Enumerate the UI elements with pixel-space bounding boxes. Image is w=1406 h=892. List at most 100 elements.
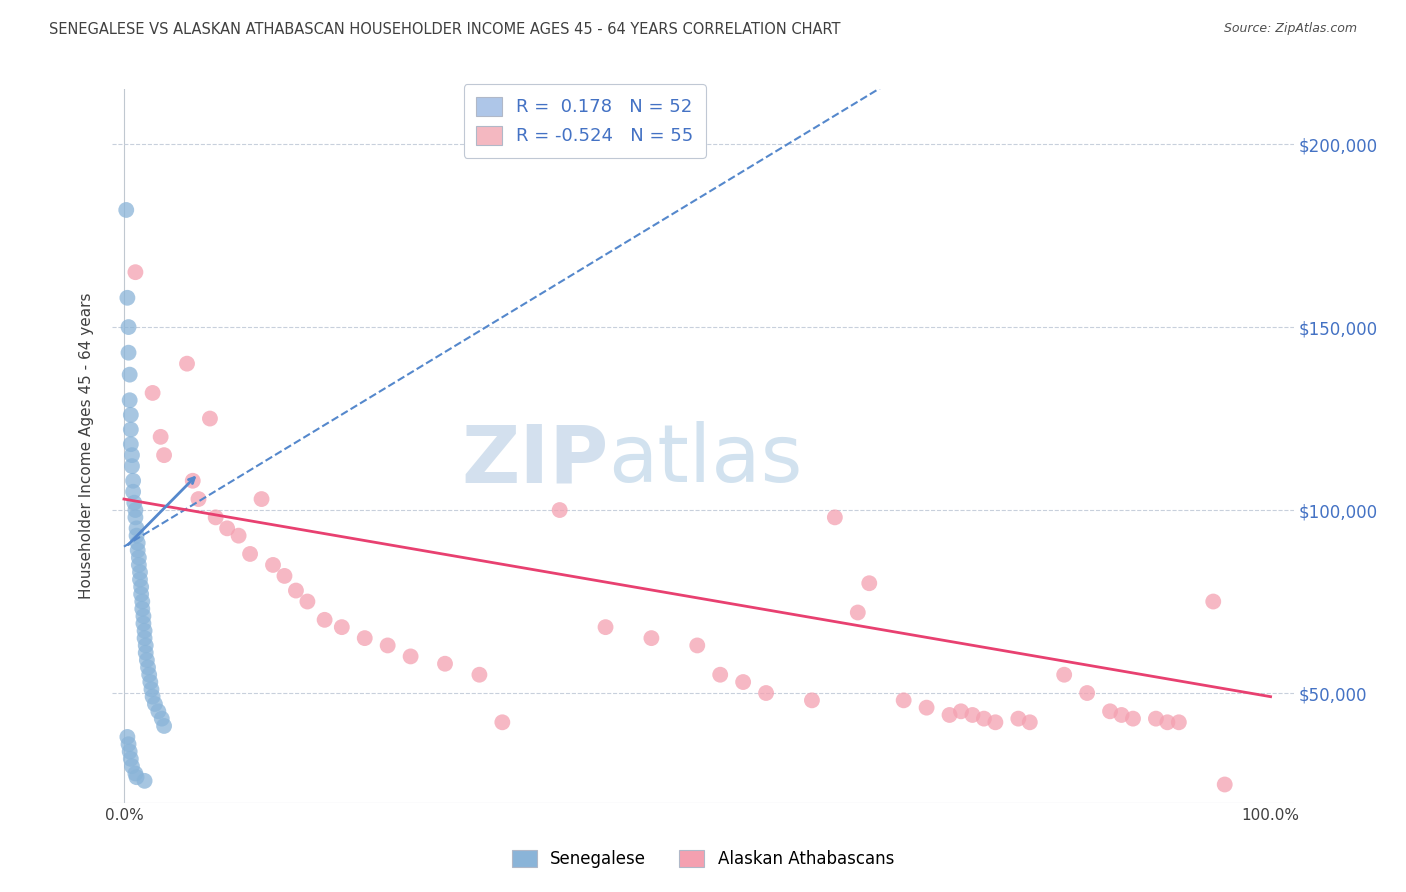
Point [124,503,146,517]
Point [858,576,880,591]
Legend: Senegalese, Alaskan Athabascans: Senegalese, Alaskan Athabascans [505,843,901,875]
Point [135,639,157,653]
Point [377,639,399,653]
Point [198,411,221,425]
Point [149,430,172,444]
Point [118,368,141,382]
Point [176,357,198,371]
Point [134,631,156,645]
Point [153,719,176,733]
Point [1156,715,1178,730]
Point [733,675,755,690]
Point [353,631,375,645]
Point [117,730,139,744]
Point [228,529,250,543]
Point [132,616,155,631]
Point [148,704,170,718]
Text: Source: ZipAtlas.com: Source: ZipAtlas.com [1223,22,1357,36]
Point [131,594,153,608]
Point [150,712,173,726]
Point [117,345,139,359]
Point [204,510,226,524]
Point [120,437,142,451]
Point [121,459,143,474]
Point [124,766,146,780]
Point [973,712,995,726]
Point [129,580,152,594]
Point [120,408,142,422]
Point [1111,708,1133,723]
Point [134,773,156,788]
Point [846,606,869,620]
Point [153,448,176,462]
Point [1202,594,1225,608]
Point [142,386,165,401]
Point [1122,712,1144,726]
Point [141,682,163,697]
Point [127,536,149,550]
Point [143,697,166,711]
Point [129,573,152,587]
Point [120,423,142,437]
Point [134,624,156,638]
Point [1213,777,1236,791]
Point [250,491,273,506]
Point [686,639,709,653]
Text: SENEGALESE VS ALASKAN ATHABASCAN HOUSEHOLDER INCOME AGES 45 - 64 YEARS CORRELATI: SENEGALESE VS ALASKAN ATHABASCAN HOUSEHO… [49,22,841,37]
Point [122,484,145,499]
Point [468,667,491,681]
Point [239,547,262,561]
Point [262,558,284,572]
Point [949,704,972,718]
Point [118,745,141,759]
Point [127,543,149,558]
Point [709,667,731,681]
Point [273,569,295,583]
Point [1167,715,1189,730]
Point [136,660,159,674]
Y-axis label: Householder Income Ages 45 - 64 years: Householder Income Ages 45 - 64 years [79,293,94,599]
Point [135,646,157,660]
Point [118,393,141,408]
Point [125,770,148,784]
Point [129,566,152,580]
Point [1144,712,1167,726]
Point [187,491,209,506]
Point [984,715,1007,730]
Point [121,759,143,773]
Point [128,550,150,565]
Point [893,693,915,707]
Point [800,693,823,707]
Point [125,521,148,535]
Point [938,708,960,723]
Point [115,202,138,217]
Point [595,620,617,634]
Point [548,503,571,517]
Point [132,609,155,624]
Point [124,265,146,279]
Text: ZIP: ZIP [461,421,609,500]
Point [117,737,139,751]
Point [1007,712,1029,726]
Point [135,653,157,667]
Point [181,474,204,488]
Point [314,613,336,627]
Point [284,583,307,598]
Point [297,594,319,608]
Point [124,510,146,524]
Point [142,690,165,704]
Point [122,496,145,510]
Point [1053,667,1076,681]
Point [128,558,150,572]
Point [138,667,160,681]
Point [217,521,239,535]
Point [915,700,938,714]
Point [491,715,513,730]
Point [824,510,846,524]
Point [125,529,148,543]
Point [139,675,162,690]
Point [755,686,778,700]
Text: atlas: atlas [609,421,803,500]
Point [1018,715,1040,730]
Point [120,752,142,766]
